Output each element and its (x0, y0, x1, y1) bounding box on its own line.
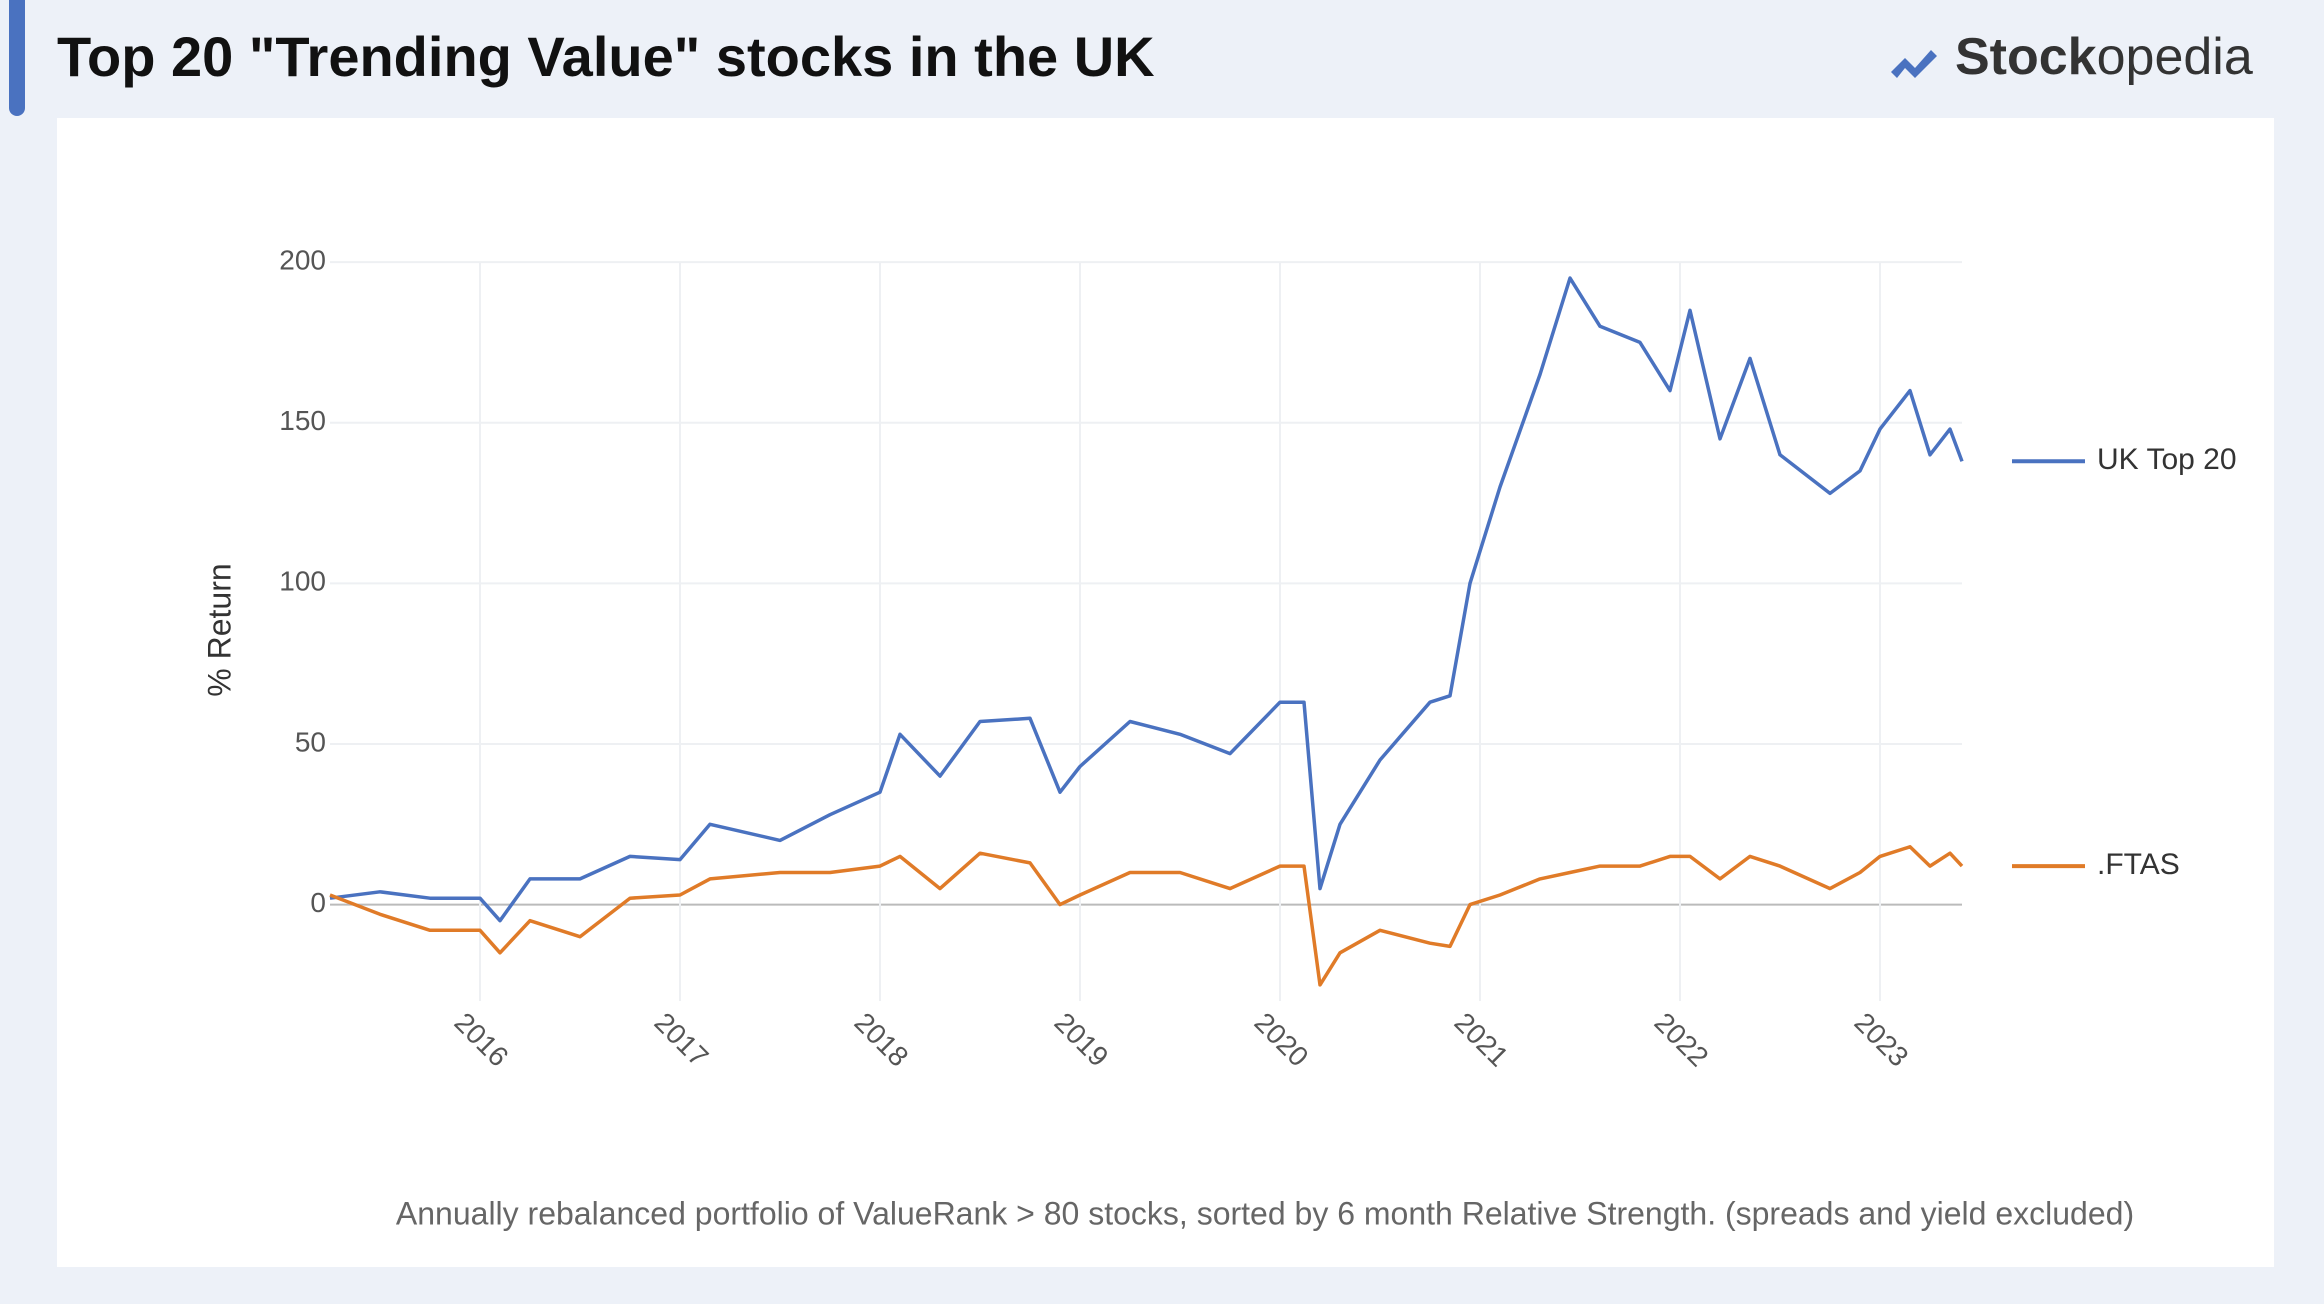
y-tick-label: 100 (279, 566, 326, 597)
series-line (329, 276, 1964, 923)
x-tick-label: 2017 (649, 1007, 715, 1073)
y-tick-label: 0 (310, 887, 326, 918)
x-tick-label: 2018 (849, 1007, 915, 1073)
footnote: Annually rebalanced portfolio of ValueRa… (396, 1195, 2134, 1231)
y-tick-label: 150 (279, 405, 326, 436)
logo-text: Stockopedia (1955, 28, 2253, 86)
y-tick-label: 200 (279, 244, 326, 275)
x-tick-label: 2023 (1849, 1007, 1915, 1073)
page-title: Top 20 "Trending Value" stocks in the UK (57, 25, 1155, 88)
x-tick-label: 2019 (1049, 1007, 1115, 1073)
header-accent (9, 0, 25, 116)
legend-label: .FTAS (2097, 848, 2180, 881)
chart-panel (57, 118, 2274, 1267)
x-tick-label: 2016 (449, 1007, 515, 1073)
legend-label: UK Top 20 (2097, 443, 2237, 476)
x-tick-label: 2020 (1249, 1007, 1315, 1073)
logo-icon (1891, 50, 1937, 78)
logo: Stockopedia (1891, 28, 2253, 86)
logo-light: opedia (2097, 28, 2253, 86)
x-tick-label: 2021 (1449, 1007, 1515, 1073)
series-line (329, 845, 1964, 987)
logo-bold: Stock (1955, 28, 2097, 86)
y-axis-label: % Return (201, 563, 237, 696)
x-tick-label: 2022 (1649, 1007, 1715, 1073)
y-tick-label: 50 (295, 726, 326, 757)
